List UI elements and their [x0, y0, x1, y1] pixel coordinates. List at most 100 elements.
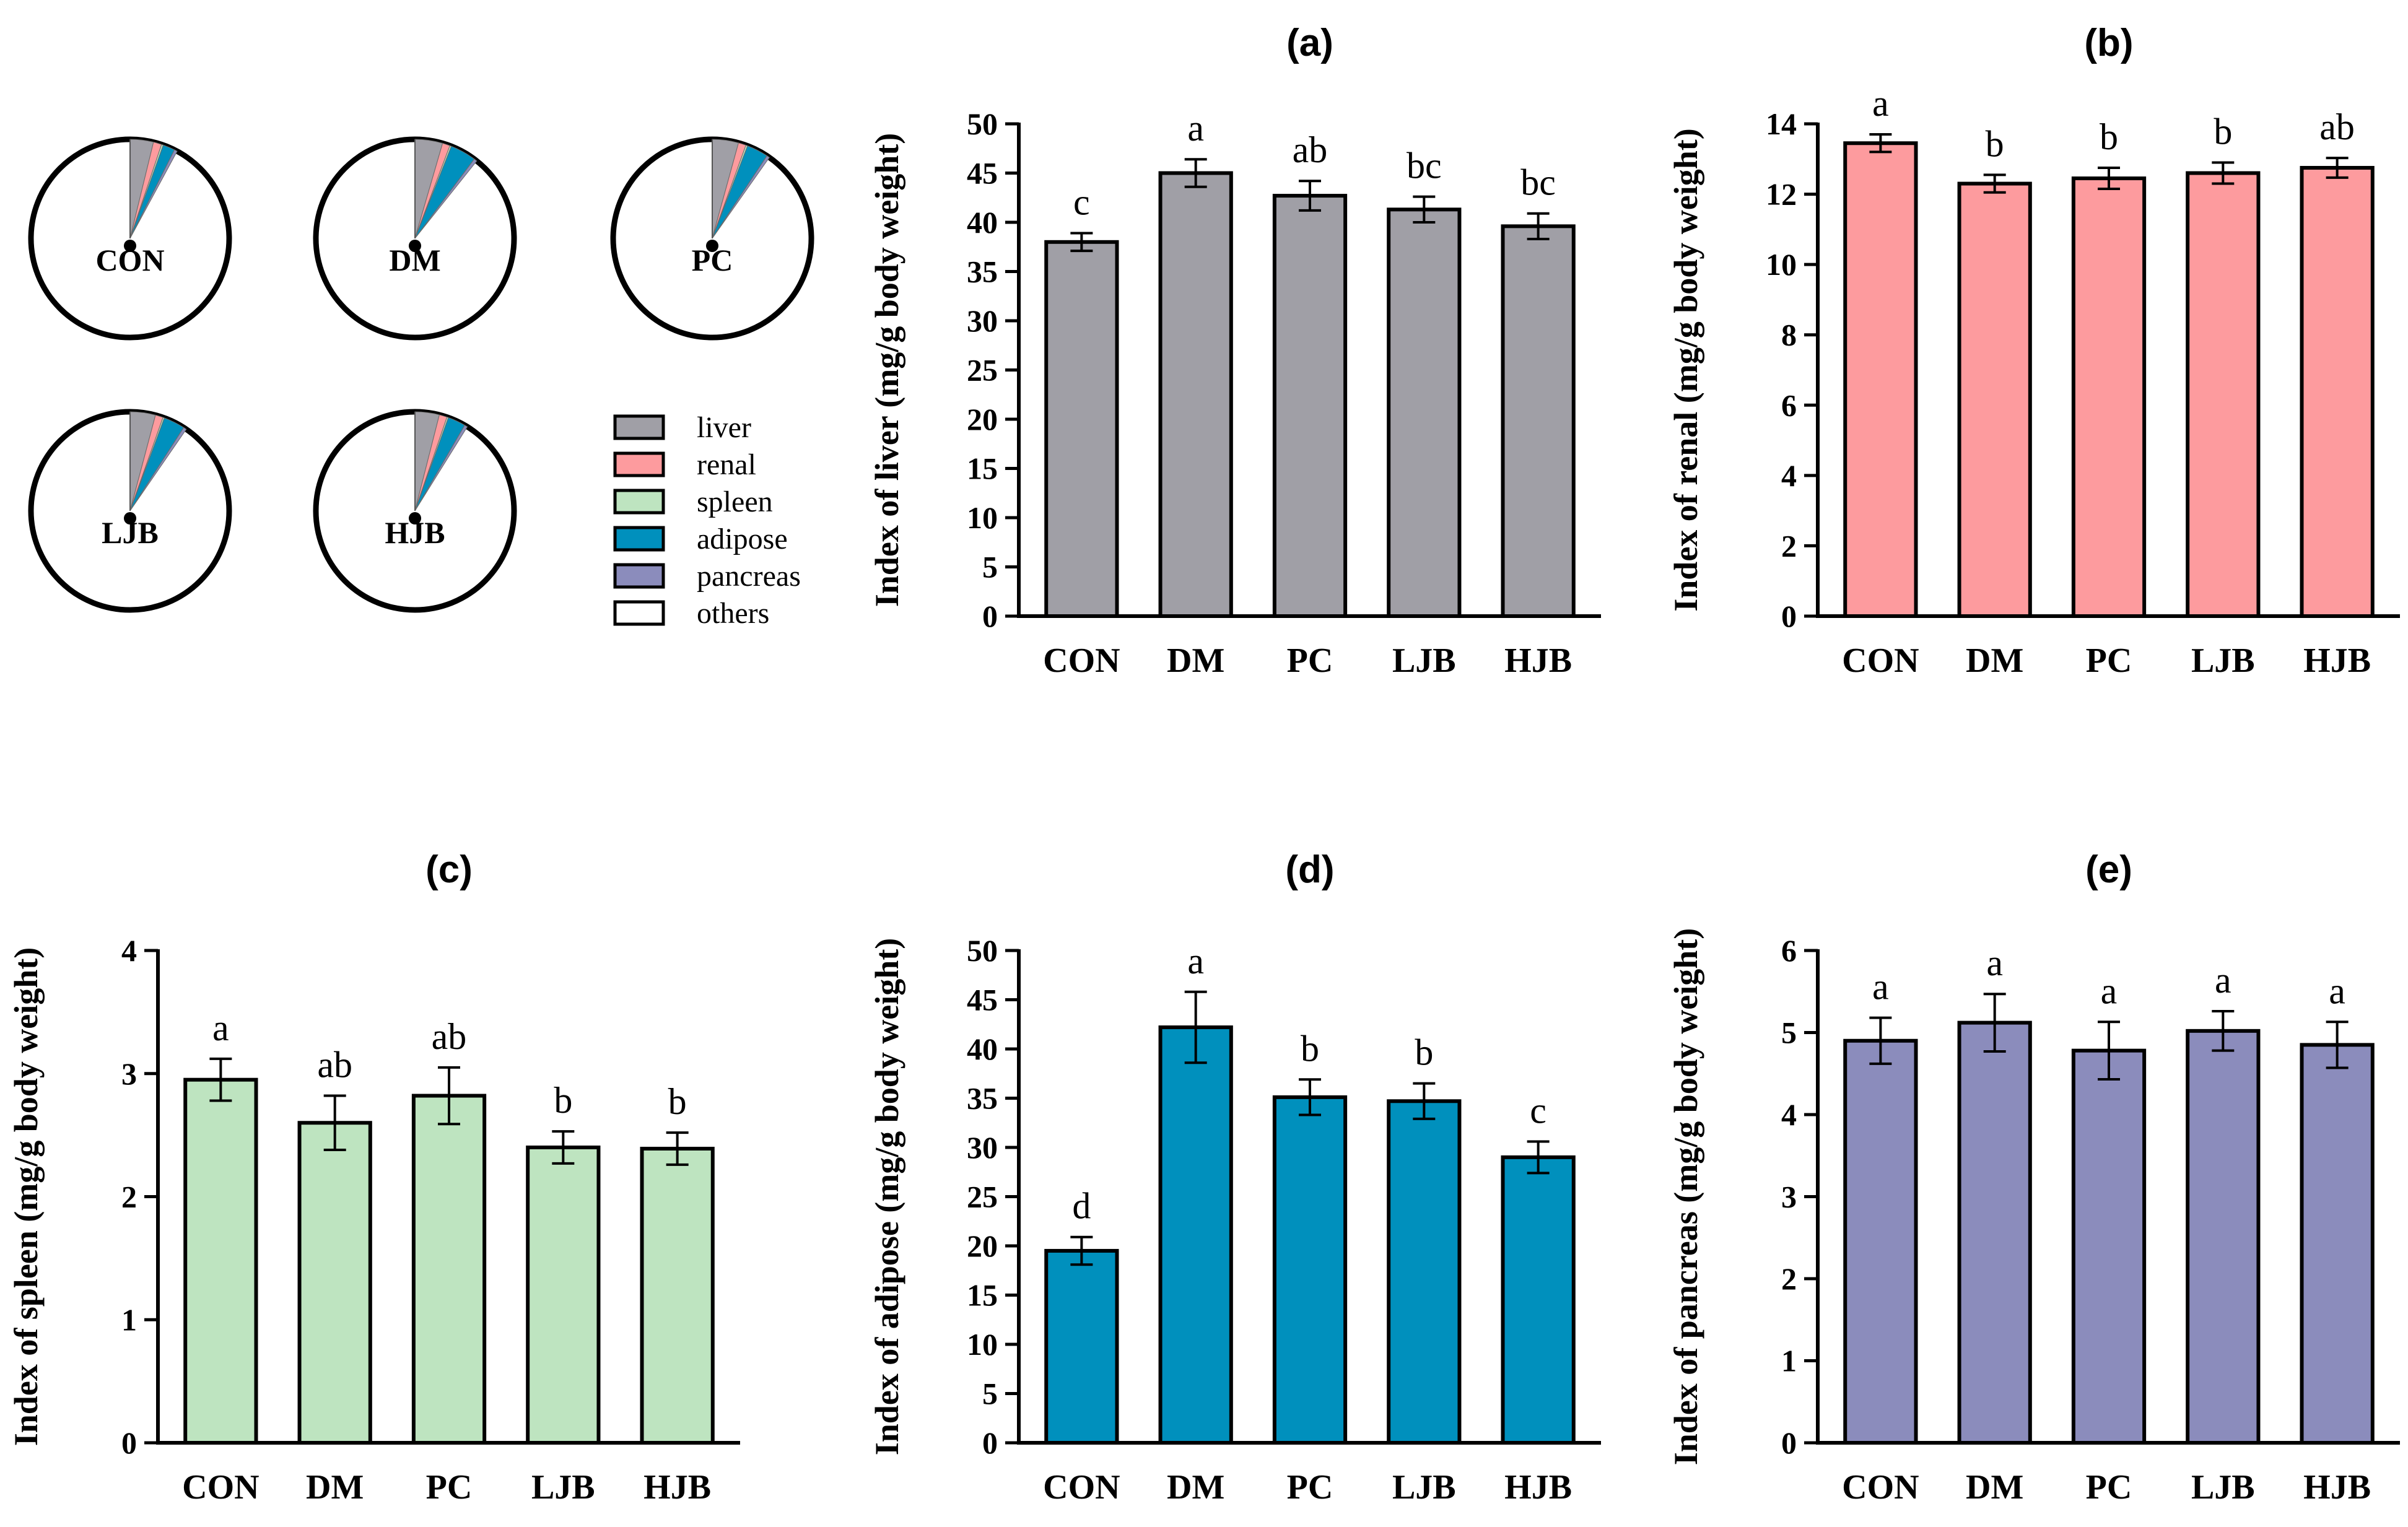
x-tick-label: LJB [2191, 1468, 2255, 1507]
y-tick-label: 14 [1766, 107, 1797, 141]
bar-con [1843, 141, 1918, 619]
significance-letter: ab [432, 1016, 467, 1057]
y-axis-label: Index of spleen (mg/g body weight) [7, 947, 45, 1447]
legend-swatch [613, 489, 665, 515]
legend-swatch [613, 563, 665, 589]
significance-letter: a [1986, 942, 2003, 983]
y-axis-label: Index of adipose (mg/g body weight) [868, 938, 905, 1456]
significance-letter: b [1986, 123, 2004, 164]
x-tick-label: PC [2086, 642, 2132, 680]
significance-letter: ab [2319, 107, 2355, 147]
y-axis-label: Index of renal (mg/g body weight) [1667, 128, 1704, 612]
y-tick-label: 50 [967, 933, 998, 968]
x-tick-label: HJB [643, 1468, 711, 1507]
y-tick-label: 5 [982, 1377, 998, 1411]
bar-pc [1272, 1095, 1348, 1445]
bar-con [1843, 1038, 1918, 1445]
x-tick-label: DM [1167, 642, 1224, 680]
y-tick-label: 4 [1781, 1097, 1797, 1132]
y-tick-label: 1 [1781, 1344, 1797, 1378]
bar-hjb [1501, 224, 1576, 618]
bar-pc [411, 1094, 487, 1445]
significance-letter: bc [1520, 162, 1556, 203]
significance-letter: a [212, 1007, 229, 1048]
pie-slice-pancreas [129, 427, 187, 511]
significance-letter: b [1415, 1032, 1433, 1073]
pie-group-label: HJB [385, 515, 445, 550]
bar-con [1044, 1248, 1119, 1445]
pie-center-dot [124, 240, 136, 252]
bar-dm [1158, 1025, 1233, 1445]
legend-swatch [613, 451, 665, 477]
bar-pc [1272, 194, 1348, 618]
y-tick-label: 0 [121, 1425, 137, 1460]
y-tick-label: 4 [121, 933, 137, 968]
y-tick-label: 0 [1781, 1425, 1797, 1460]
pie-legend: liver renal spleen adipose pancreas others [613, 411, 801, 630]
y-tick-label: 3 [1781, 1180, 1797, 1214]
y-tick-label: 25 [967, 353, 998, 388]
pie-slice-pancreas [414, 159, 478, 239]
x-tick-label: HJB [2303, 1468, 2371, 1507]
legend-swatch [613, 526, 665, 552]
bar-panel-4: (d) Index of adipose (mg/g body weight) 0 5… [868, 848, 1601, 1507]
significance-letter: c [1073, 181, 1090, 222]
pie-chart-group: CON DM PC LJB HJB [28, 136, 814, 613]
significance-letter: a [1872, 967, 1889, 1007]
x-tick-label: DM [306, 1468, 364, 1507]
legend-label: others [697, 597, 769, 630]
x-tick-label: DM [1966, 642, 2023, 680]
pie-con: CON [28, 136, 232, 341]
bar-hjb [2300, 165, 2375, 619]
legend-label: pancreas [697, 560, 801, 593]
y-tick-label: 30 [967, 303, 998, 338]
panel-title: (c) [425, 848, 473, 891]
panel-title: (b) [2084, 22, 2133, 64]
legend-swatch [613, 414, 665, 440]
significance-letter: b [668, 1081, 687, 1122]
panel-title: (d) [1285, 848, 1334, 891]
x-tick-label: PC [2086, 1468, 2132, 1507]
x-tick-label: CON [1842, 642, 1919, 680]
x-tick-label: LJB [1392, 642, 1456, 680]
y-tick-label: 40 [967, 205, 998, 240]
legend-label: adipose [697, 523, 788, 555]
y-tick-label: 8 [1781, 318, 1797, 352]
bar-ljb [2186, 171, 2261, 618]
y-tick-label: 0 [982, 1425, 998, 1460]
panel-title: (a) [1286, 22, 1333, 64]
y-tick-label: 20 [967, 1229, 998, 1263]
significance-letter: ab [317, 1045, 352, 1085]
y-tick-label: 2 [1781, 528, 1797, 563]
pie-pc: PC [610, 136, 814, 341]
significance-letter: b [1301, 1028, 1319, 1069]
x-tick-label: CON [182, 1468, 259, 1507]
legend-swatch [613, 600, 665, 626]
y-tick-label: 4 [1781, 458, 1797, 493]
bar-con [183, 1077, 258, 1445]
y-tick-label: 25 [967, 1180, 998, 1214]
bar-pc [2071, 176, 2147, 618]
bar-ljb [2186, 1029, 2261, 1445]
bar-dm [297, 1121, 372, 1445]
x-tick-label: CON [1842, 1468, 1919, 1507]
legend-item-adipose: adipose [613, 523, 788, 555]
x-tick-label: HJB [1504, 642, 1572, 680]
legend-label: spleen [697, 485, 773, 518]
pie-center-dot [409, 512, 421, 524]
y-tick-label: 15 [967, 1278, 998, 1313]
y-tick-label: 6 [1781, 388, 1797, 422]
significance-letter: b [554, 1080, 572, 1121]
y-tick-label: 1 [121, 1302, 137, 1337]
legend-item-spleen: spleen [613, 485, 773, 518]
x-tick-label: PC [426, 1468, 473, 1507]
x-tick-label: HJB [2303, 642, 2371, 680]
significance-letter: a [1872, 83, 1889, 124]
bar-ljb [526, 1146, 601, 1445]
legend-item-renal: renal [613, 448, 756, 481]
x-tick-label: DM [1167, 1468, 1224, 1507]
x-tick-label: CON [1043, 642, 1120, 680]
pie-hjb: HJB [313, 409, 517, 613]
bar-hjb [1501, 1155, 1576, 1445]
legend-item-others: others [613, 597, 769, 630]
